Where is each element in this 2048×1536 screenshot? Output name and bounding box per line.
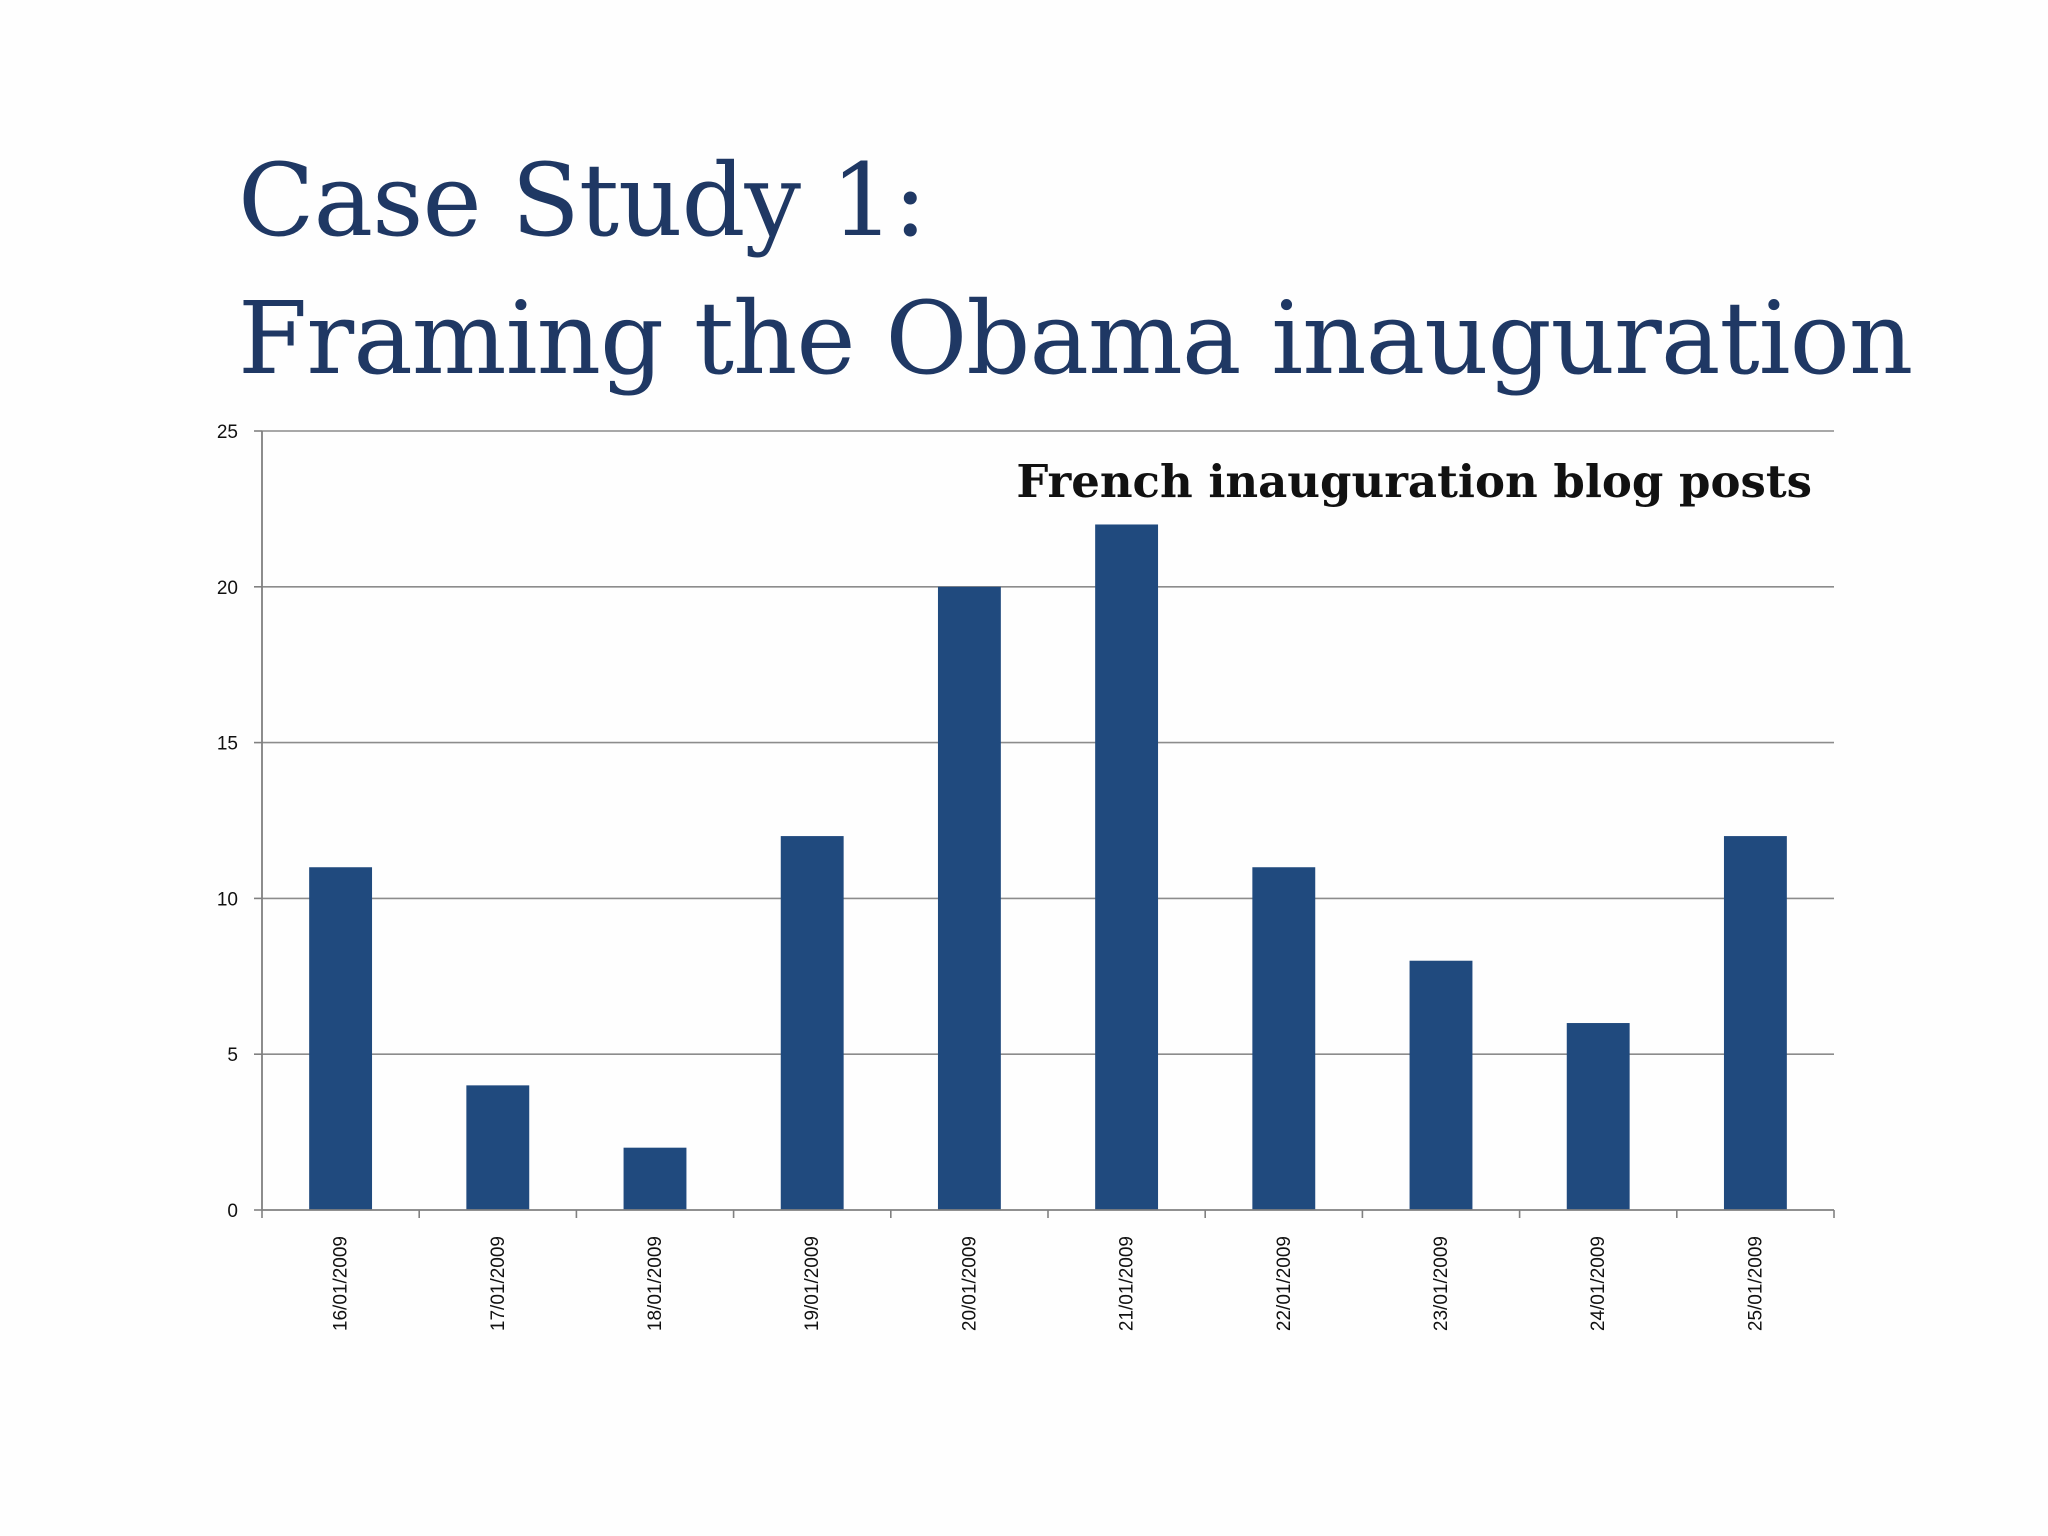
bar-23-01-2009 (1409, 960, 1473, 1210)
bar-18-01-2009 (623, 1147, 687, 1210)
bar-17-01-2009 (466, 1085, 530, 1210)
gridlines (262, 430, 1834, 1055)
bar-24-01-2009 (1566, 1023, 1630, 1210)
bar-25-01-2009 (1723, 836, 1787, 1210)
chart-title: French inauguration blog posts (1016, 455, 1812, 508)
y-tick-label: 10 (217, 889, 238, 910)
bars (309, 524, 1787, 1210)
slide-title-line-1: Case Study 1: (238, 142, 927, 259)
bar-20-01-2009 (937, 586, 1001, 1210)
slide-title-line-2: Framing the Obama inauguration (238, 280, 1913, 397)
bar-21-01-2009 (1095, 524, 1159, 1210)
y-tick-label: 5 (227, 1045, 238, 1066)
x-tick-label: 25/01/2009 (1745, 1236, 1766, 1331)
tick-labels: 0 5 10 15 20 25 16/01/2009 17/01/2009 18/01/2009… (217, 422, 1767, 1331)
x-tick-label: 19/01/2009 (802, 1236, 823, 1331)
bar-22-01-2009 (1252, 867, 1316, 1210)
y-tick-label: 25 (217, 422, 238, 443)
x-tick-label: 16/01/2009 (331, 1236, 352, 1331)
axes (254, 430, 1835, 1218)
bar-16-01-2009 (309, 867, 373, 1210)
x-tick-label: 20/01/2009 (959, 1236, 980, 1331)
x-tick-label: 21/01/2009 (1117, 1236, 1138, 1331)
x-tick-label: 24/01/2009 (1588, 1236, 1609, 1331)
y-tick-label: 20 (217, 578, 238, 599)
x-tick-label: 23/01/2009 (1431, 1236, 1452, 1331)
y-tick-label: 15 (217, 734, 238, 755)
bar-19-01-2009 (780, 836, 844, 1210)
x-tick-label: 17/01/2009 (488, 1236, 509, 1331)
slide-title: Case Study 1: Framing the Obama inaugura… (238, 132, 1913, 408)
x-tick-label: 18/01/2009 (645, 1236, 666, 1331)
x-tick-label: 22/01/2009 (1274, 1236, 1295, 1331)
y-tick-label: 0 (227, 1201, 238, 1222)
